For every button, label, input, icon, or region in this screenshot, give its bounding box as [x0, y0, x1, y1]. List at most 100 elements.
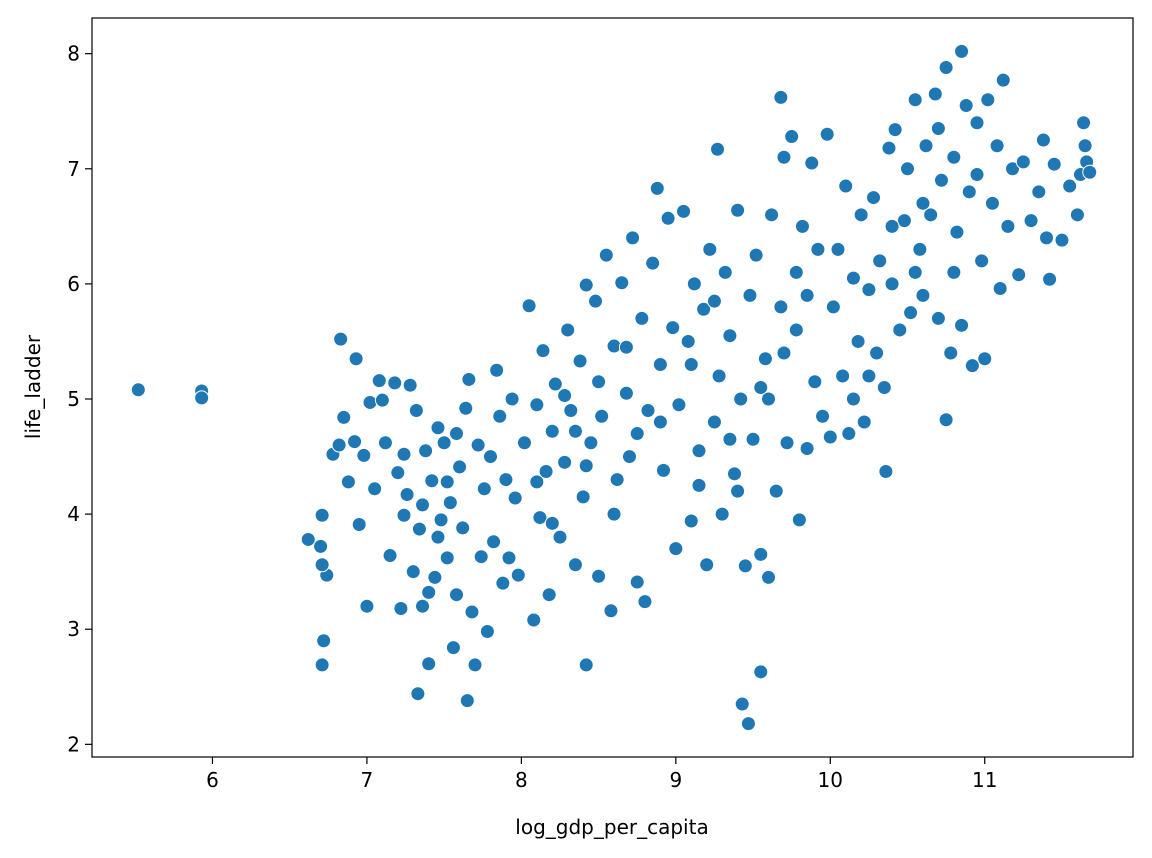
- point: [825, 299, 841, 315]
- point: [614, 275, 630, 291]
- point: [634, 310, 650, 326]
- point: [393, 601, 409, 617]
- point: [489, 362, 505, 378]
- point: [529, 397, 545, 413]
- point: [815, 408, 831, 424]
- point: [835, 368, 851, 384]
- point: [861, 368, 877, 384]
- point: [552, 529, 568, 545]
- point: [300, 531, 316, 547]
- point: [943, 345, 959, 361]
- point: [764, 207, 780, 223]
- point: [907, 264, 923, 280]
- point: [591, 568, 607, 584]
- point: [567, 423, 583, 439]
- point: [706, 293, 722, 309]
- point: [784, 129, 800, 145]
- point: [954, 317, 970, 333]
- point: [504, 391, 520, 407]
- point: [1005, 161, 1021, 177]
- point: [822, 429, 838, 445]
- point: [845, 270, 861, 286]
- point: [194, 390, 210, 406]
- point: [949, 224, 965, 240]
- point: [578, 657, 594, 673]
- point: [757, 351, 773, 367]
- point: [390, 465, 406, 481]
- point: [1023, 213, 1039, 229]
- point: [930, 310, 946, 326]
- point: [938, 59, 954, 75]
- point: [629, 426, 645, 442]
- point: [995, 72, 1011, 88]
- point: [1015, 154, 1031, 170]
- point: [405, 564, 421, 580]
- point: [583, 435, 599, 451]
- point: [336, 409, 352, 425]
- point: [733, 391, 749, 407]
- point: [884, 276, 900, 292]
- point: [856, 414, 872, 430]
- point: [637, 594, 653, 610]
- point: [660, 210, 676, 226]
- point: [516, 435, 532, 451]
- point: [436, 435, 452, 451]
- point: [445, 640, 461, 656]
- x-tick-label: 9: [669, 768, 682, 792]
- point: [640, 403, 656, 419]
- point: [452, 459, 468, 475]
- point: [316, 633, 332, 649]
- point: [686, 276, 702, 292]
- y-axis-label: life_ladder: [21, 334, 45, 439]
- point: [1011, 267, 1027, 283]
- point: [748, 247, 764, 263]
- point: [706, 414, 722, 430]
- point: [501, 550, 517, 566]
- point: [411, 521, 427, 537]
- point: [946, 264, 962, 280]
- x-tick-label: 10: [818, 768, 843, 792]
- point: [742, 287, 758, 303]
- point: [578, 277, 594, 293]
- point: [799, 441, 815, 457]
- point: [938, 412, 954, 428]
- point: [526, 612, 542, 628]
- point: [850, 333, 866, 349]
- point: [473, 549, 489, 565]
- point: [691, 477, 707, 493]
- point: [455, 520, 471, 536]
- point: [1076, 115, 1092, 131]
- point: [439, 474, 455, 490]
- point: [930, 121, 946, 137]
- point: [588, 293, 604, 309]
- point: [421, 584, 437, 600]
- point: [507, 490, 523, 506]
- point: [768, 483, 784, 499]
- point: [961, 184, 977, 200]
- point: [399, 487, 415, 503]
- point: [838, 178, 854, 194]
- point: [722, 431, 738, 447]
- point: [629, 574, 645, 590]
- point: [498, 472, 514, 488]
- y-tick-label: 5: [67, 387, 80, 411]
- point: [645, 255, 661, 271]
- point: [807, 374, 823, 390]
- point: [371, 373, 387, 389]
- point: [1000, 218, 1016, 234]
- point: [575, 489, 591, 505]
- point: [314, 507, 330, 523]
- point: [804, 155, 820, 171]
- point: [649, 180, 665, 196]
- point: [788, 322, 804, 338]
- point: [606, 338, 622, 354]
- point: [314, 657, 330, 673]
- point: [791, 512, 807, 528]
- point: [760, 569, 776, 585]
- point: [1039, 230, 1055, 246]
- point: [340, 474, 356, 490]
- point: [740, 716, 756, 732]
- point: [382, 548, 398, 564]
- point: [900, 161, 916, 177]
